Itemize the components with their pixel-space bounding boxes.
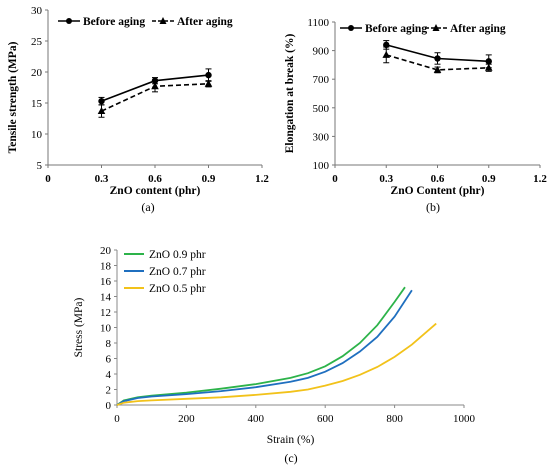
panel-b-caption: (b) (426, 200, 440, 214)
panel-a-y-tick-label: 10 (31, 129, 43, 141)
panel-b-x-tick-label: 0.3 (379, 173, 393, 185)
panel-c-y-tick-label: 10 (100, 323, 112, 335)
panel-c-x-tick-label: 0 (114, 413, 120, 425)
panel-c-legend-label: ZnO 0.7 phr (149, 266, 206, 278)
panel-c-y-tick-label: 2 (106, 385, 112, 397)
panel-a-y-tick-label: 25 (31, 36, 43, 48)
panel-b-data-point (484, 63, 493, 71)
panel-b-y-tick-label: 100 (313, 160, 330, 172)
panel-b-legend-marker (348, 25, 354, 31)
panel-c-series-line (116, 322, 437, 406)
panel-b-series-line (386, 54, 489, 71)
panel-c-y-tick-label: 14 (100, 292, 112, 304)
panel-b-legend-label: Before aging (365, 23, 427, 35)
panel-a-x-tick-label: 0.6 (148, 173, 162, 185)
panel-c-x-tick-label: 1000 (453, 413, 476, 425)
panel-b-x-tick-label: 0.6 (431, 173, 445, 185)
panel-c-x-tick-label: 800 (386, 413, 403, 425)
panel-b-x-tick-label: 0.9 (482, 173, 496, 185)
panel-b-y-tick-label: 500 (313, 103, 330, 115)
panel-a-x-tick-label: 1.2 (255, 173, 269, 185)
panel-b-data-point (433, 65, 442, 73)
panel-b-y-tick-label: 700 (313, 74, 330, 86)
panel-a-data-point (151, 82, 159, 90)
panel-c-x-tick-label: 200 (178, 413, 195, 425)
panel-b-x-tick-label: 1.2 (533, 173, 547, 185)
panel-b-data-point (382, 50, 391, 58)
panel-a-y-tick-label: 5 (37, 160, 43, 172)
panel-a-data-point (205, 71, 212, 79)
panel-a-x-tick-label: 0.3 (95, 173, 109, 185)
panel-c-y-tick-label: 0 (106, 400, 112, 412)
panel-a-x-tick-label: 0 (45, 173, 51, 185)
panel-a-y-tick-label: 20 (31, 67, 43, 79)
panel-a-data-point (204, 79, 213, 87)
panel-a-data-point (98, 97, 105, 105)
panel-c-y-axis-title: Stress (MPa) (73, 297, 85, 357)
panel-a-x-tick-label: 0.9 (202, 173, 216, 185)
panel-c-y-tick-label: 8 (106, 338, 112, 350)
panel-c-x-tick-label: 600 (317, 413, 334, 425)
panel-b-y-tick-label: 900 (313, 46, 330, 58)
panel-b-x-tick-label: 0 (332, 173, 338, 185)
panel-c-legend-label: ZnO 0.5 phr (149, 283, 206, 295)
panel-a-x-axis-title: ZnO content (phr) (110, 185, 201, 197)
panel-c-y-tick-label: 4 (106, 369, 112, 381)
panel-a-legend-label: Before aging (83, 16, 145, 28)
panel-a-y-axis-title: Tensile strength (MPa) (7, 41, 19, 153)
panel-b-legend-label: After aging (450, 23, 506, 35)
panel-c-y-tick-label: 12 (100, 307, 111, 319)
panel-a-legend-marker (66, 18, 72, 24)
panel-c-series-line (116, 286, 406, 406)
panel-b-x-axis-title: ZnO Content (phr) (391, 185, 485, 197)
panel-c-legend-label: ZnO 0.9 phr (149, 249, 206, 261)
panel-b-data-point (485, 58, 492, 65)
panel-a-y-tick-label: 30 (31, 5, 43, 17)
panel-b-data-point (383, 41, 390, 49)
panel-c-caption: (c) (284, 451, 297, 465)
panel-c-series-line (116, 289, 413, 406)
panel-c-x-axis-title: Strain (%) (267, 434, 315, 446)
panel-a-data-point (97, 107, 106, 115)
panel-c-y-tick-label: 6 (106, 354, 112, 366)
panel-b-data-point (434, 55, 441, 62)
panel-a-legend-marker (159, 17, 167, 24)
panel-a-caption: (a) (141, 200, 154, 214)
panel-b-y-tick-label: 1100 (307, 17, 329, 29)
panel-b: 100 300 500 700 900 1100 0 0.3 0.6 0.9 1.2 ZnO Cont… (284, 17, 547, 197)
panel-c-y-tick-label: 20 (100, 245, 112, 257)
panel-a: 5 10 15 20 25 30 0 0.3 0.6 0.9 1.2 ZnO content (phr… (7, 5, 269, 197)
panel-b-legend-marker (432, 24, 440, 31)
panel-c-y-tick-label: 16 (100, 276, 112, 288)
panel-c-y-tick-label: 18 (100, 261, 112, 273)
panel-b-y-tick-label: 300 (313, 131, 330, 143)
panel-b-y-axis-title: Elongation at break (%) (284, 34, 296, 154)
panel-a-y-tick-label: 15 (31, 98, 43, 110)
panel-c-x-tick-label: 400 (248, 413, 265, 425)
panel-a-legend-label: After aging (177, 16, 233, 28)
